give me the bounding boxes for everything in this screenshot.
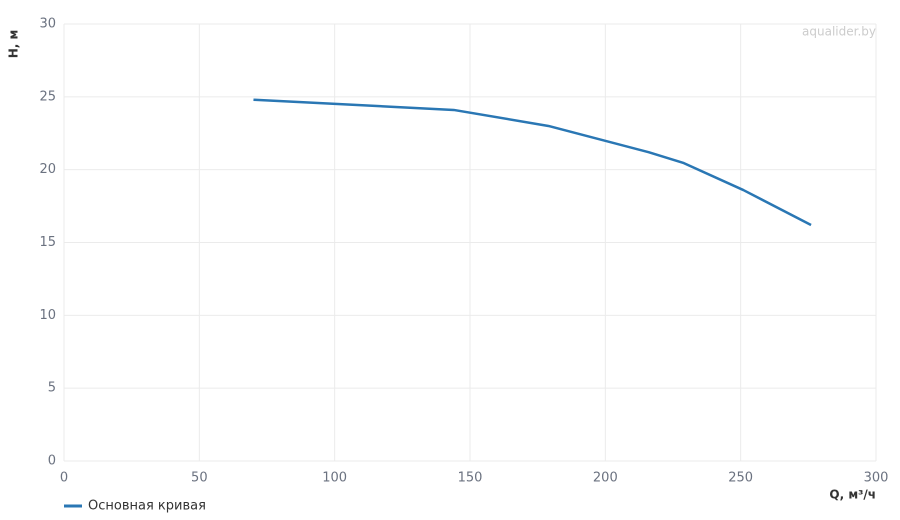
x-tick-label: 100 [322,471,347,486]
y-tick-label: 30 [39,17,56,32]
watermark: aqualider.by [802,25,876,39]
y-tick-label: 25 [39,89,56,104]
x-tick-label: 0 [60,471,68,486]
legend-label: Основная кривая [88,499,206,514]
y-tick-label: 10 [39,308,56,323]
x-tick-label: 200 [593,471,618,486]
x-tick-label: 250 [728,471,753,486]
data-line [253,98,812,227]
x-tick-label: 150 [458,471,483,486]
x-tick-label: 300 [864,471,889,486]
y-axis-title: H, м [7,30,21,59]
y-tick-label: 5 [48,381,56,396]
y-tick-label: 15 [39,235,56,250]
y-tick-label: 0 [48,454,56,469]
y-tick-label: 20 [39,162,56,177]
x-tick-label: 50 [191,471,208,486]
x-axis-title: Q, м³/ч [829,488,876,502]
